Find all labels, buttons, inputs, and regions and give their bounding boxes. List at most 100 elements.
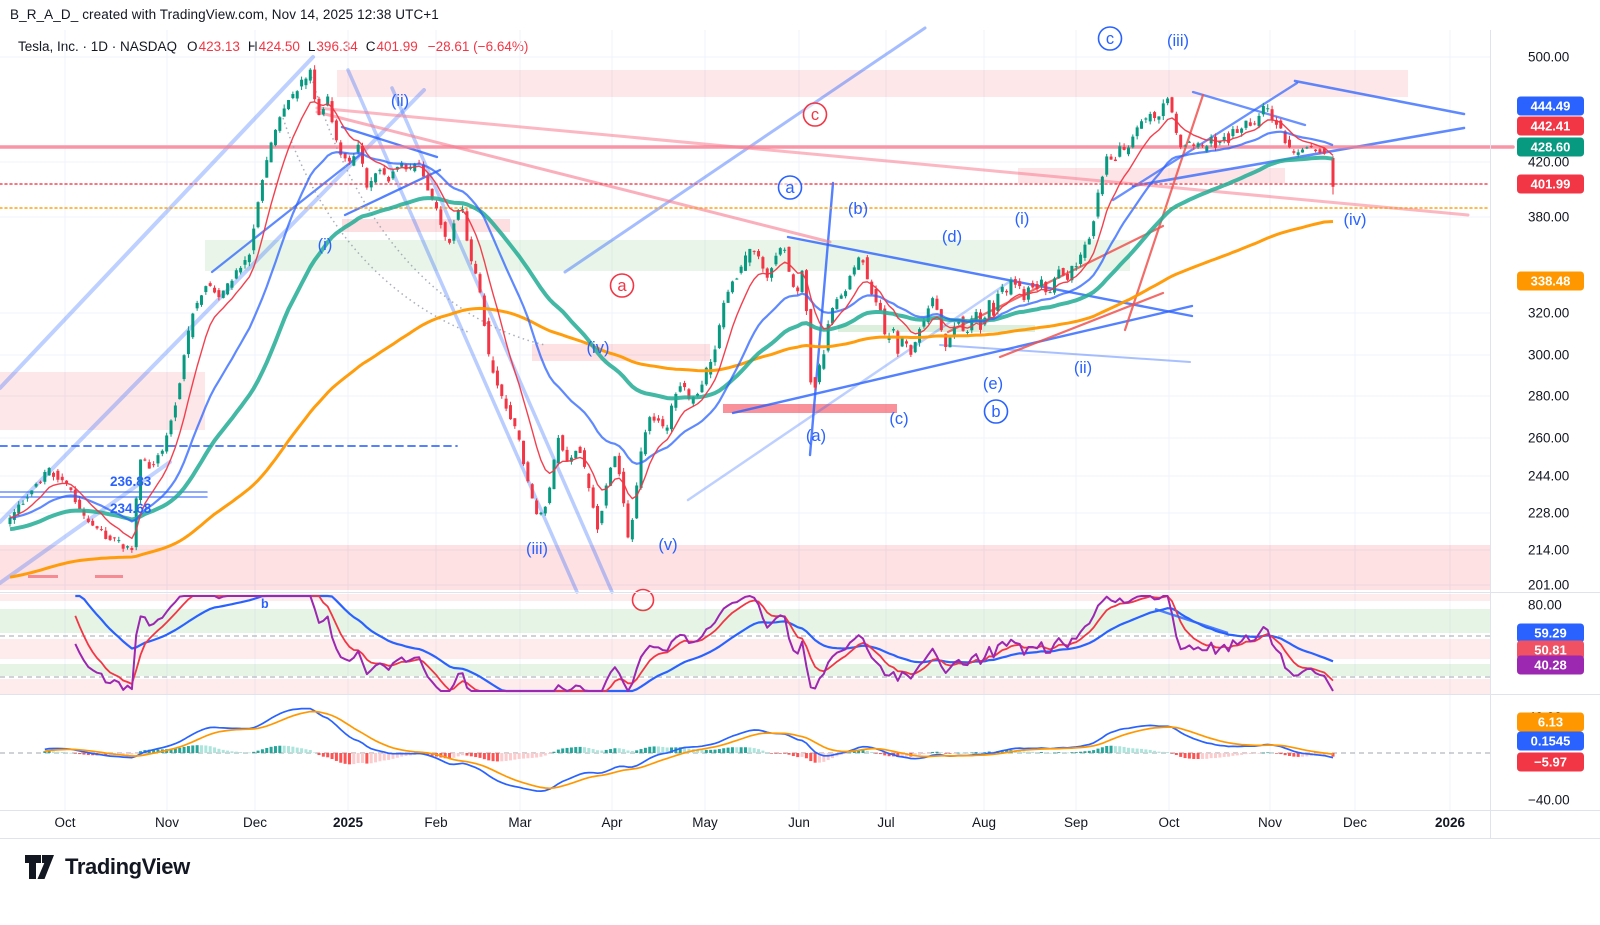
trendline[interactable] <box>315 110 832 244</box>
macd-histogram-bar <box>752 748 756 753</box>
price-tick-label[interactable]: 214.00 <box>1528 543 1569 558</box>
indicator-axis-label[interactable]: 80.00 <box>1528 598 1562 613</box>
wave-label-circle[interactable] <box>983 399 1009 424</box>
macd-histogram-bar <box>247 752 251 754</box>
price-tick-label[interactable]: 300.00 <box>1528 348 1569 363</box>
candle <box>1266 108 1270 110</box>
trendline[interactable] <box>731 304 1194 415</box>
candle <box>1279 120 1283 129</box>
macd-histogram-bar <box>334 753 338 761</box>
trendline[interactable] <box>315 106 1470 217</box>
time-tick-label[interactable]: Nov <box>1258 815 1282 830</box>
wave-label[interactable]: (b) <box>848 200 868 218</box>
wave-label[interactable]: (iii) <box>526 540 548 558</box>
trendline[interactable] <box>0 55 315 390</box>
macd-histogram-bar <box>273 746 277 753</box>
wave-label[interactable]: (ii) <box>391 92 409 110</box>
wave-label[interactable]: a <box>617 277 627 295</box>
price-tick-label[interactable]: 380.00 <box>1528 210 1569 225</box>
price-tick-label[interactable]: 500.00 <box>1528 50 1569 65</box>
trendline[interactable] <box>210 153 362 274</box>
time-tick-label[interactable]: Feb <box>424 815 447 830</box>
trendline[interactable] <box>686 278 1014 502</box>
candle <box>556 437 560 464</box>
wave-label[interactable]: (v) <box>658 536 677 554</box>
indicator-axis-label[interactable]: −40.00 <box>1528 793 1570 808</box>
wave-label[interactable]: a <box>785 179 795 197</box>
trendline[interactable] <box>1293 79 1466 116</box>
candle <box>639 451 643 488</box>
rsi-trendline[interactable] <box>1154 607 1229 635</box>
trendline[interactable] <box>340 125 439 159</box>
wave-label[interactable]: c <box>1106 30 1114 48</box>
wave-label[interactable]: (a) <box>806 427 826 445</box>
trendline[interactable] <box>346 68 579 594</box>
price-tick-label[interactable]: 244.00 <box>1528 469 1569 484</box>
time-tick-label[interactable]: Jul <box>877 815 894 830</box>
wave-label[interactable]: (i) <box>1015 210 1030 228</box>
wave-label-circle[interactable] <box>609 273 635 298</box>
time-tick-label[interactable]: May <box>692 815 718 830</box>
time-tick-label[interactable]: 2025 <box>333 815 364 830</box>
trendline[interactable] <box>939 344 1191 363</box>
candle <box>831 308 835 324</box>
macd-histogram-bar <box>291 746 295 753</box>
price-tick-label[interactable]: 260.00 <box>1528 431 1569 446</box>
candle <box>126 546 130 548</box>
wave-label[interactable]: b <box>991 403 1000 421</box>
price-tick-label[interactable]: 201.00 <box>1528 578 1569 593</box>
wave-label[interactable]: (c) <box>889 410 908 428</box>
macd-histogram-bar <box>1231 753 1235 756</box>
symbol-legend[interactable]: Tesla, Inc. · 1D · NASDAQ O423.13 H424.50 L… <box>18 39 528 54</box>
time-tick-label[interactable]: Apr <box>601 815 623 830</box>
wave-label[interactable]: (e) <box>983 375 1003 393</box>
wave-label-circle[interactable] <box>777 175 803 200</box>
wave-label[interactable]: (iv) <box>587 339 610 357</box>
time-tick-label[interactable]: Jun <box>788 815 810 830</box>
candle <box>530 484 534 499</box>
macd-histogram-bar <box>287 746 291 753</box>
macd-histogram-bar <box>1240 753 1244 755</box>
wave-label[interactable]: (i) <box>318 236 333 254</box>
wave-label[interactable]: (d) <box>942 228 962 246</box>
price-tick-label[interactable]: 420.00 <box>1528 155 1569 170</box>
time-tick-label[interactable]: Aug <box>972 815 996 830</box>
tradingview-logo[interactable]: TradingView <box>25 854 190 880</box>
trendline[interactable] <box>390 86 614 594</box>
price-tick-label[interactable]: 320.00 <box>1528 306 1569 321</box>
macd-histogram-bar <box>783 753 787 754</box>
time-tick-label[interactable]: Oct <box>54 815 75 830</box>
time-tick-label[interactable]: 2026 <box>1435 815 1466 830</box>
candle <box>526 462 530 482</box>
macd-histogram-bar <box>400 753 404 757</box>
dotted-curve[interactable] <box>309 71 546 346</box>
candle <box>130 548 134 550</box>
trendline[interactable] <box>808 181 835 457</box>
candle <box>1318 149 1322 153</box>
price-tick-label[interactable]: 228.00 <box>1528 506 1569 521</box>
wave-label[interactable]: (ii) <box>1074 359 1092 377</box>
time-tick-label[interactable]: Nov <box>155 815 179 830</box>
trendline[interactable] <box>1111 81 1299 202</box>
time-tick-label[interactable]: Dec <box>243 815 267 830</box>
price-tick-label[interactable]: 280.00 <box>1528 389 1569 404</box>
time-tick-label[interactable]: Sep <box>1064 815 1088 830</box>
macd-histogram-bar <box>1109 745 1113 753</box>
macd-histogram-bar <box>1166 752 1170 753</box>
macd-histogram-bar <box>1087 750 1091 753</box>
macd-histogram-bar <box>1126 747 1130 753</box>
wave-label[interactable]: (iii) <box>1167 32 1189 50</box>
trendline[interactable] <box>1191 90 1307 127</box>
time-tick-label[interactable]: Oct <box>1158 815 1179 830</box>
trendline[interactable] <box>563 26 927 274</box>
time-tick-label[interactable]: Dec <box>1343 815 1367 830</box>
time-tick-label[interactable]: Mar <box>508 815 532 830</box>
wave-label-circle[interactable] <box>802 102 828 127</box>
wave-label-circle[interactable] <box>1097 26 1123 51</box>
trendline[interactable] <box>998 291 1165 359</box>
wave-label[interactable]: (iv) <box>1344 211 1367 229</box>
trendline[interactable] <box>1123 93 1205 332</box>
wave-label[interactable]: c <box>811 106 819 124</box>
candle <box>748 248 752 263</box>
